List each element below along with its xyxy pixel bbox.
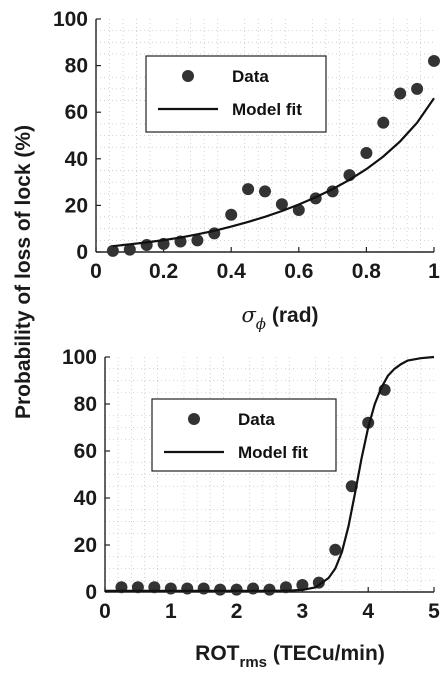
legend-label-model: Model fit: [238, 443, 308, 462]
data-point: [263, 583, 276, 596]
data-point: [329, 543, 342, 556]
y-tick-label: 60: [74, 440, 97, 463]
data-point: [230, 583, 243, 596]
xlabel-top: σϕ (rad): [241, 303, 318, 333]
bottom-panel: 0 1 2 3 4 5 0 20 40 60 80 100 Data Model fit: [62, 346, 440, 623]
y-tick-label: 0: [85, 581, 97, 604]
data-point: [242, 183, 255, 196]
model-fit-line: [112, 97, 435, 248]
xlabel-bottom-sub: rms: [239, 654, 267, 671]
shared-ylabel: Probability of loss of lock (%): [12, 125, 35, 419]
data-point: [360, 146, 373, 159]
data-point: [106, 244, 119, 257]
data-point: [225, 208, 238, 221]
data-point: [123, 243, 136, 256]
data-point: [312, 576, 325, 589]
x-tick-label: 1: [165, 600, 177, 623]
data-point: [296, 578, 309, 591]
legend-box: [151, 398, 337, 472]
xlabel-top-sub: ϕ: [256, 315, 266, 333]
legend-label-data: Data: [238, 410, 275, 429]
x-tick-label: 4: [362, 600, 374, 623]
x-tick-label: 0: [99, 600, 111, 623]
x-tick-label: 0.8: [352, 260, 382, 283]
y-tick-label: 0: [76, 241, 88, 264]
data-point: [275, 198, 288, 211]
y-tick-label: 60: [65, 101, 88, 124]
legend-marker-data: [182, 70, 194, 82]
xlabel-bottom: ROTrms (TECu/min): [195, 642, 385, 671]
legend-marker-data: [188, 413, 200, 425]
data-point: [197, 582, 210, 595]
x-tick-label: 3: [297, 600, 309, 623]
x-tick-label: 0.4: [217, 260, 247, 283]
data-point: [191, 234, 204, 247]
xlabel-bottom-main: ROT: [195, 642, 240, 665]
legend-box: [145, 55, 327, 133]
xlabel-top-symbol: σ: [241, 303, 256, 327]
legend-label-model: Model fit: [232, 100, 302, 119]
x-tick-label: 0: [90, 260, 102, 283]
x-tick-label: 0.6: [284, 260, 313, 283]
top-panel: 0 0.2 0.4 0.6 0.8 1 0 20 40 60 80 100 Data Model fit: [53, 8, 440, 283]
y-tick-label: 40: [65, 148, 88, 171]
xlabel-top-unit: (rad): [266, 304, 319, 327]
y-tick-label: 80: [65, 55, 88, 78]
x-tick-label: 5: [428, 600, 440, 623]
data-point: [214, 583, 227, 596]
data-point: [292, 204, 305, 217]
data-point: [428, 54, 440, 67]
data-point: [259, 185, 271, 198]
model-fit-line: [105, 355, 435, 592]
data-point: [164, 582, 177, 595]
y-tick-label: 100: [62, 346, 97, 369]
x-tick-label: 2: [231, 600, 243, 623]
y-tick-label: 40: [74, 487, 97, 510]
y-tick-label: 80: [74, 393, 97, 416]
x-tick-label: 0.2: [149, 260, 178, 283]
data-point: [394, 87, 407, 100]
data-point: [181, 582, 194, 595]
y-tick-label: 100: [53, 8, 88, 31]
data-point: [377, 116, 390, 129]
xlabel-bottom-unit: (TECu/min): [267, 642, 385, 665]
data-point: [247, 582, 260, 595]
data-point: [411, 82, 424, 95]
y-tick-label: 20: [65, 194, 88, 217]
x-tick-label: 1: [428, 260, 440, 283]
y-tick-label: 20: [74, 534, 97, 557]
legend-label-data: Data: [232, 67, 269, 86]
